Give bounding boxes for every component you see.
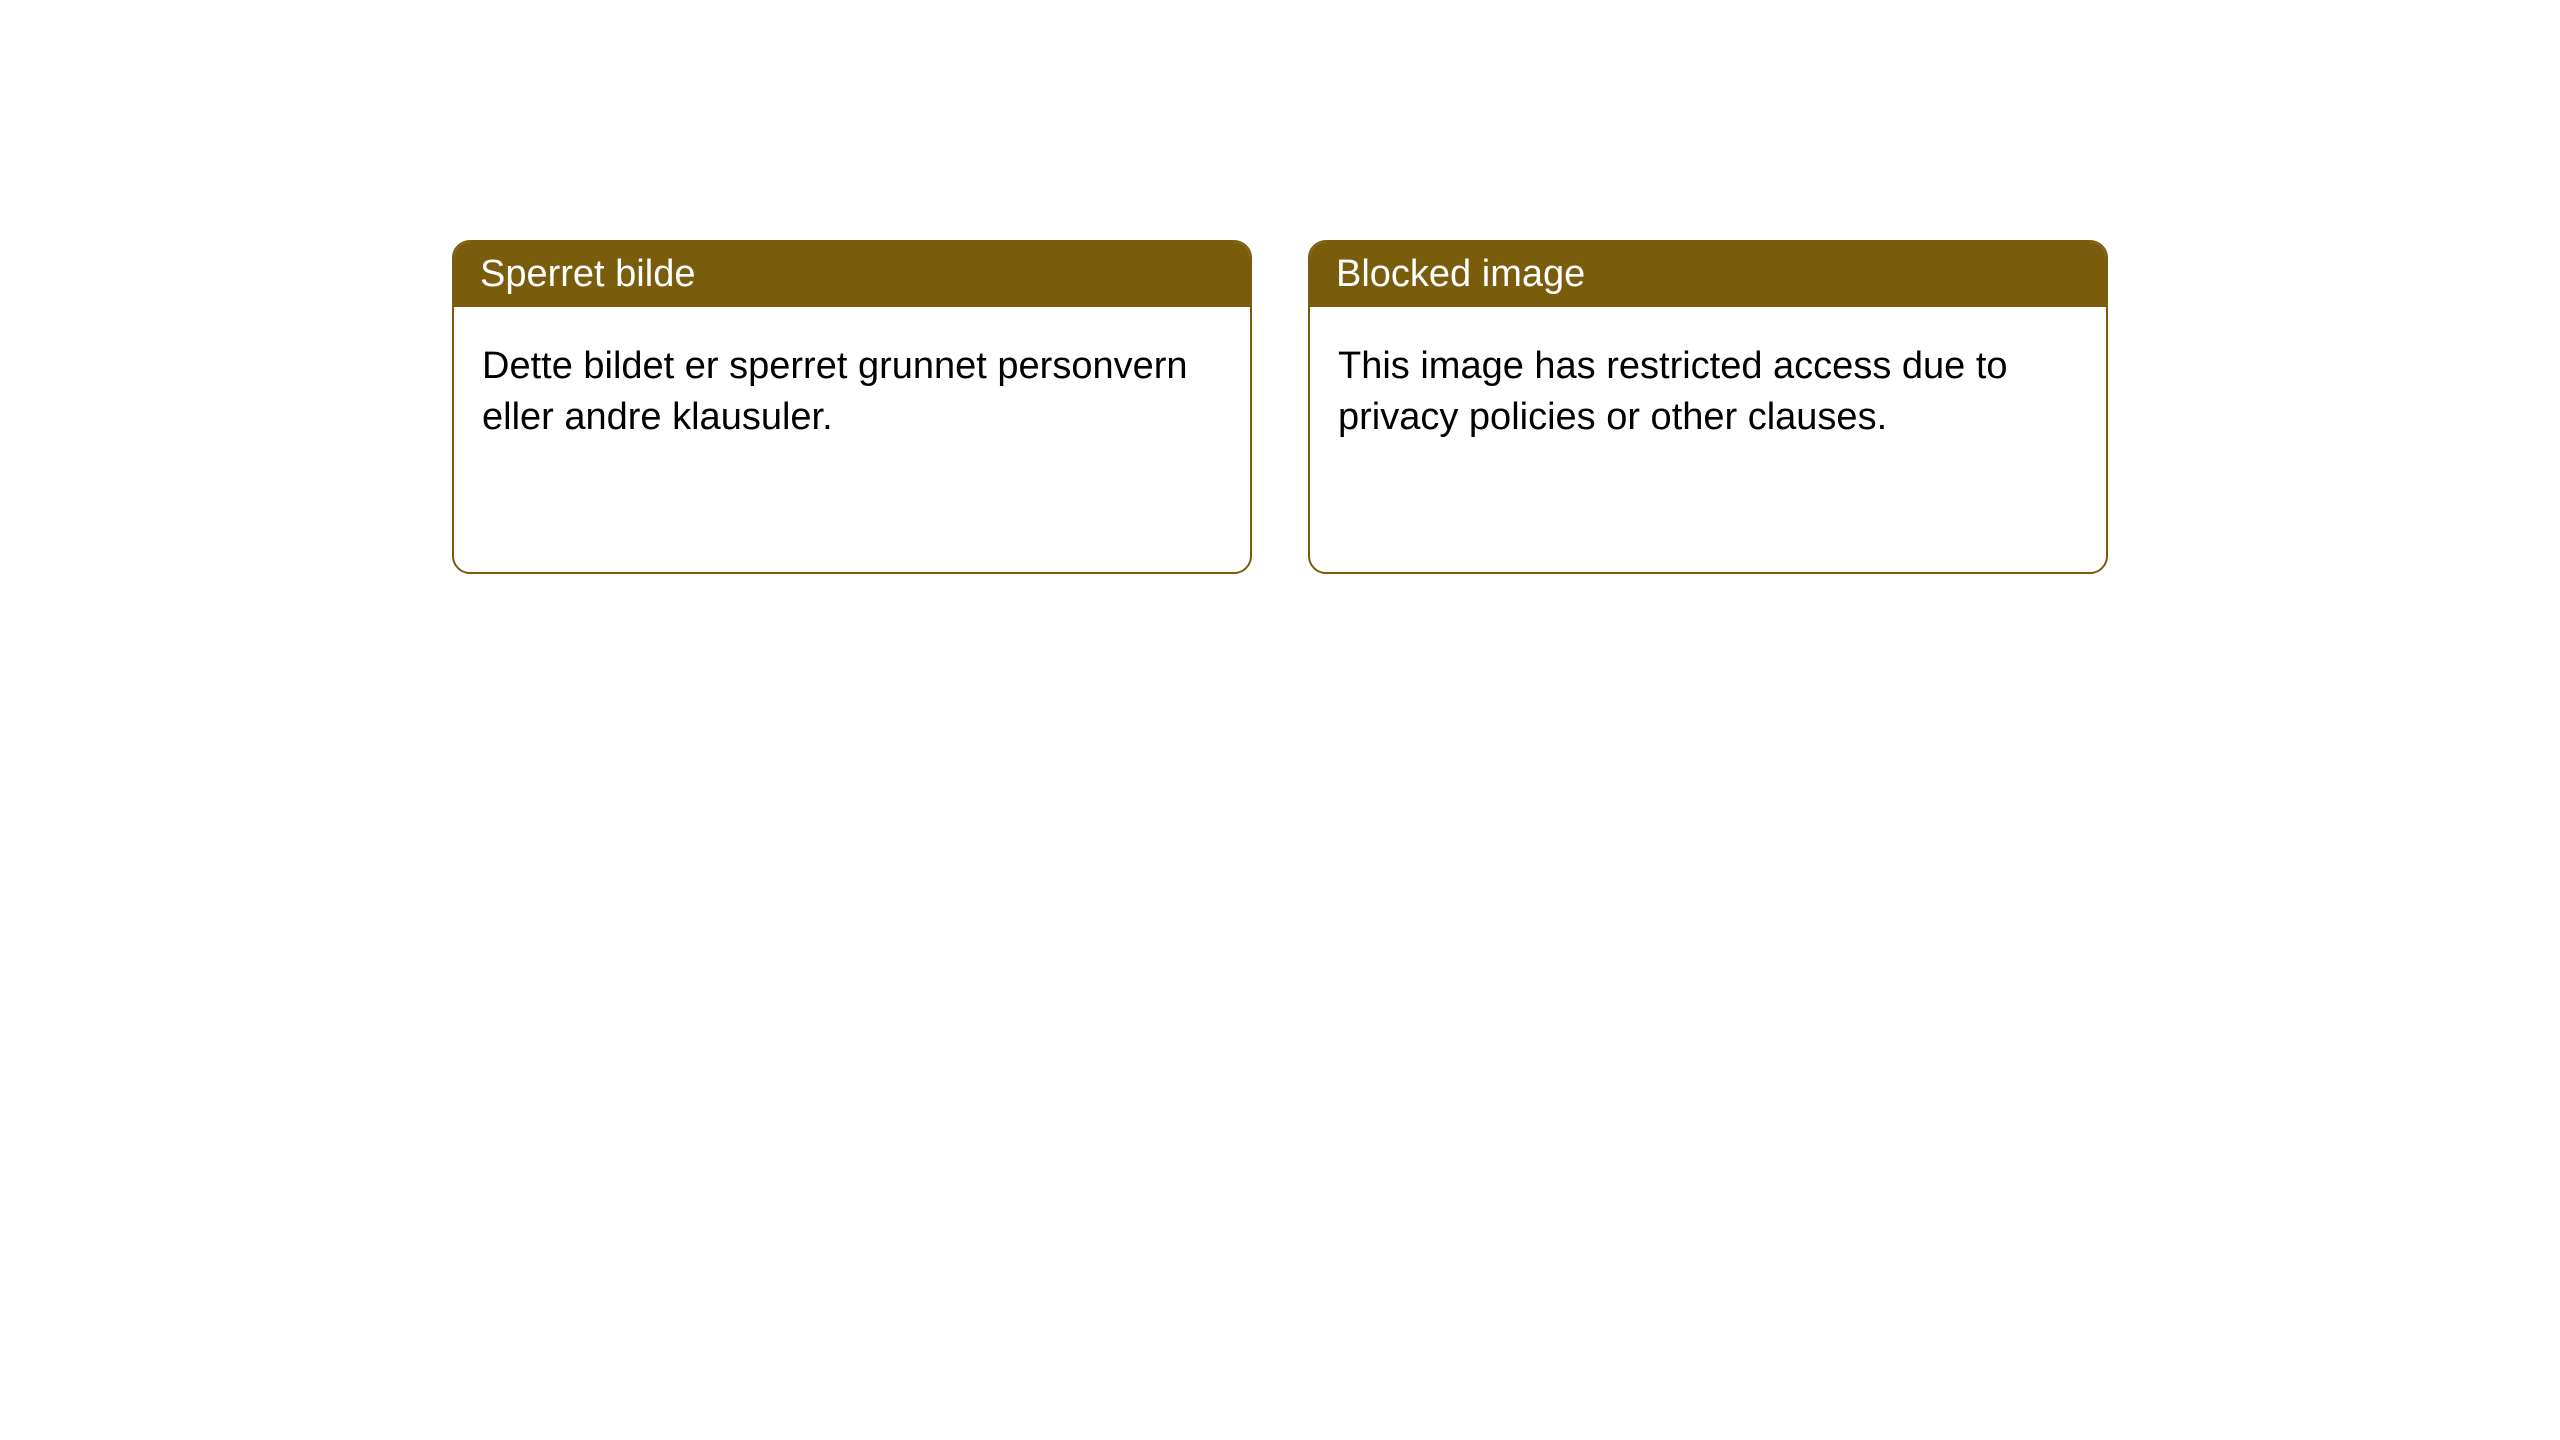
card-title: Sperret bilde	[480, 253, 695, 295]
card-title: Blocked image	[1336, 253, 1585, 295]
card-body: This image has restricted access due to …	[1310, 307, 2106, 478]
card-message: Dette bildet er sperret grunnet personve…	[482, 345, 1188, 438]
card-message: This image has restricted access due to …	[1338, 345, 2008, 438]
notice-container: Sperret bilde Dette bildet er sperret gr…	[452, 240, 2108, 1440]
notice-card-english: Blocked image This image has restricted …	[1308, 240, 2108, 574]
card-header: Blocked image	[1310, 242, 2106, 307]
card-header: Sperret bilde	[454, 242, 1250, 307]
card-body: Dette bildet er sperret grunnet personve…	[454, 307, 1250, 478]
notice-card-norwegian: Sperret bilde Dette bildet er sperret gr…	[452, 240, 1252, 574]
